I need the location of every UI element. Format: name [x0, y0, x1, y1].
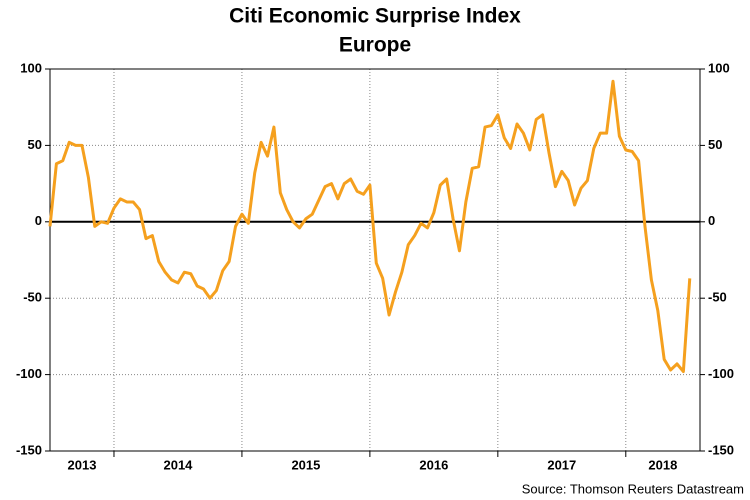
x-tick-label: 2017: [547, 457, 576, 472]
x-tick-label: 2018: [648, 457, 677, 472]
y2-tick-label: 50: [708, 137, 722, 152]
chart-title: Citi Economic Surprise Index: [229, 5, 521, 28]
y-tick-label: -150: [16, 442, 42, 457]
y-tick-label: 0: [35, 213, 42, 228]
chart-subtitle: Europe: [339, 34, 411, 57]
data-line: [48, 79, 692, 374]
y2-tick-label: -50: [708, 290, 727, 305]
y-tick-label: 100: [20, 60, 42, 75]
x-tick-label: 2013: [68, 457, 97, 472]
y2-tick-label: 0: [708, 213, 715, 228]
y-tick-label: 50: [28, 137, 42, 152]
y-tick-label: -50: [23, 290, 42, 305]
plot-frame: [49, 68, 701, 452]
x-tick-label: 2015: [291, 457, 320, 472]
y2-tick-label: -100: [708, 366, 734, 381]
source-note: Source: Thomson Reuters Datastream: [522, 481, 744, 496]
y-tick-label: -100: [16, 366, 42, 381]
x-tick-label: 2014: [163, 457, 193, 472]
y2-tick-label: 100: [708, 60, 730, 75]
y2-tick-label: -150: [708, 442, 734, 457]
x-tick-label: 2016: [419, 457, 448, 472]
